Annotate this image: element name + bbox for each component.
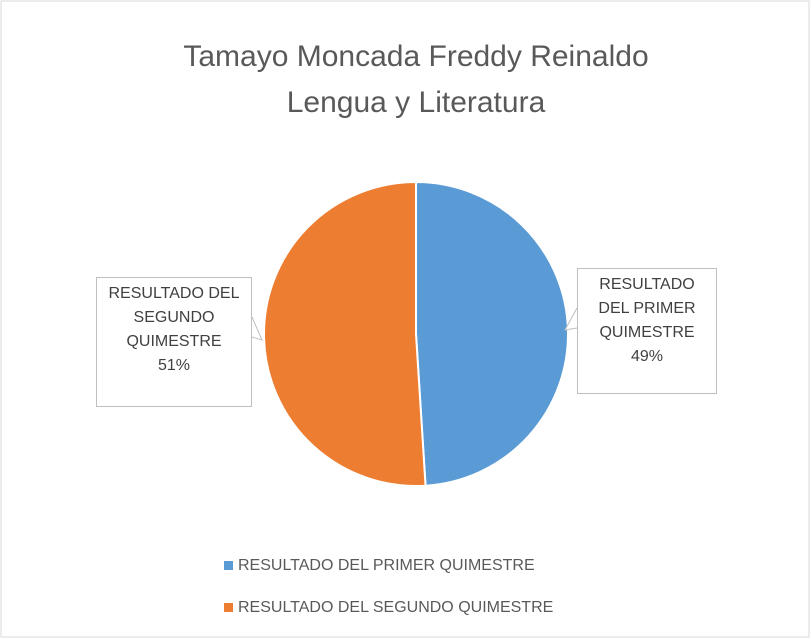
data-label: RESULTADO DEL PRIMER QUIMESTRE 49%: [577, 268, 717, 394]
pie-slice: [263, 180, 427, 487]
legend-label: RESULTADO DEL SEGUNDO QUIMESTRE: [238, 599, 553, 616]
data-label-category: RESULTADO DEL SEGUNDO QUIMESTRE: [108, 285, 240, 350]
data-label-category: RESULTADO DEL PRIMER QUIMESTRE: [598, 276, 696, 341]
data-label-value: 51%: [157, 357, 191, 374]
data-label-value: 49%: [630, 348, 664, 365]
legend-label: RESULTADO DEL PRIMER QUIMESTRE: [238, 557, 535, 574]
legend-swatch: [224, 561, 233, 570]
legend-swatch: [224, 603, 233, 612]
data-label: RESULTADO DEL SEGUNDO QUIMESTRE 51%: [96, 277, 252, 407]
callout-pointer: [251, 316, 263, 341]
chart-subtitle: Lengua y Literatura: [287, 86, 546, 119]
chart-title: Tamayo Moncada Freddy Reinaldo: [183, 40, 648, 73]
callout-pointer: [564, 307, 578, 331]
